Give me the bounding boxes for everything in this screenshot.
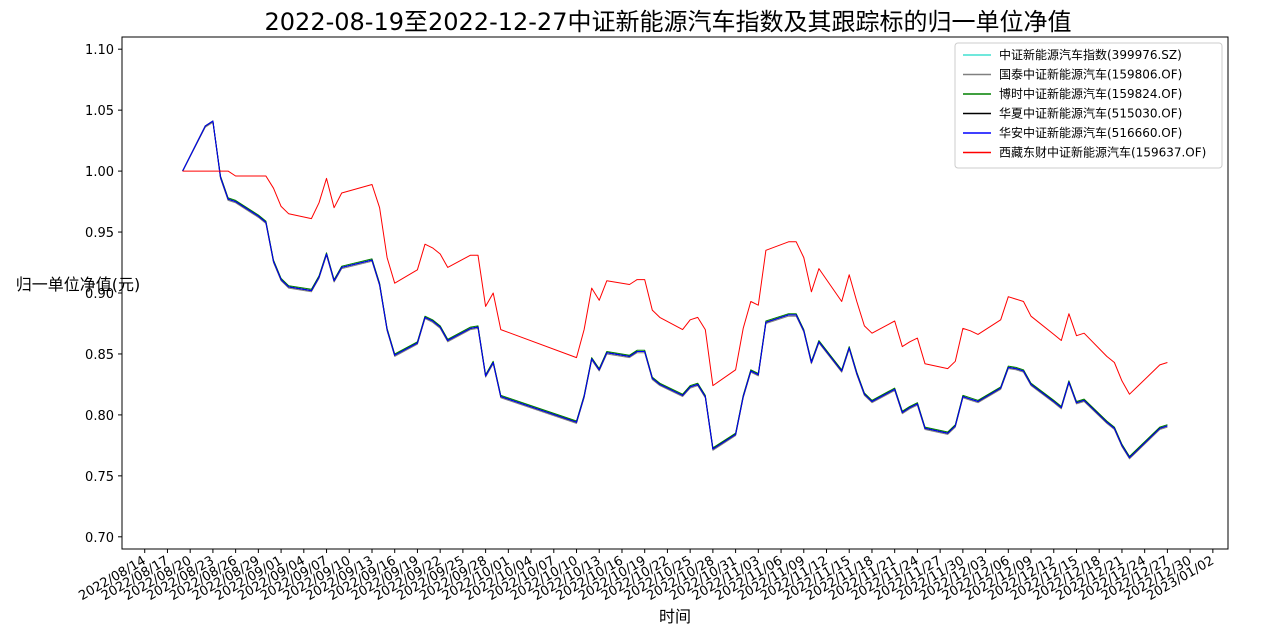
y-tick-label: 1.00 — [85, 165, 114, 180]
y-tick-label: 0.95 — [85, 226, 114, 241]
y-tick-label: 0.70 — [85, 531, 114, 546]
axes: 0.700.750.800.850.900.951.001.051.102022… — [76, 43, 1217, 604]
y-tick-label: 0.90 — [85, 287, 114, 302]
legend-entry: 博时中证新能源汽车(159824.OF) — [999, 86, 1182, 101]
series-line-6 — [182, 170, 1168, 395]
series-line-5 — [182, 120, 1168, 459]
y-tick-label: 1.05 — [85, 104, 114, 119]
legend: 中证新能源汽车指数(399976.SZ) 国泰中证新能源汽车(159806.OF)… — [954, 42, 1223, 169]
series-line-3 — [182, 120, 1168, 457]
series-layer — [182, 120, 1168, 460]
y-tick-label: 0.75 — [85, 470, 114, 485]
y-tick-label: 0.85 — [85, 348, 114, 363]
y-tick-label: 0.80 — [85, 409, 114, 424]
y-axis-label: 归一单位净值(元) — [16, 275, 141, 294]
legend-entry: 华夏中证新能源汽车(515030.OF) — [999, 106, 1182, 121]
legend-box — [954, 42, 1223, 169]
legend-entry: 华安中证新能源汽车(516660.OF) — [999, 125, 1182, 140]
legend-entry: 国泰中证新能源汽车(159806.OF) — [999, 67, 1182, 82]
legend-entry: 中证新能源汽车指数(399976.SZ) — [999, 47, 1182, 62]
legend-entry: 西藏东财中证新能源汽车(159637.OF) — [999, 145, 1206, 160]
x-axis-label: 时间 — [659, 607, 691, 626]
y-tick-label: 1.10 — [85, 43, 114, 58]
chart-title: 2022-08-19至2022-12-27中证新能源汽车指数及其跟踪标的归一单位… — [265, 8, 1072, 36]
